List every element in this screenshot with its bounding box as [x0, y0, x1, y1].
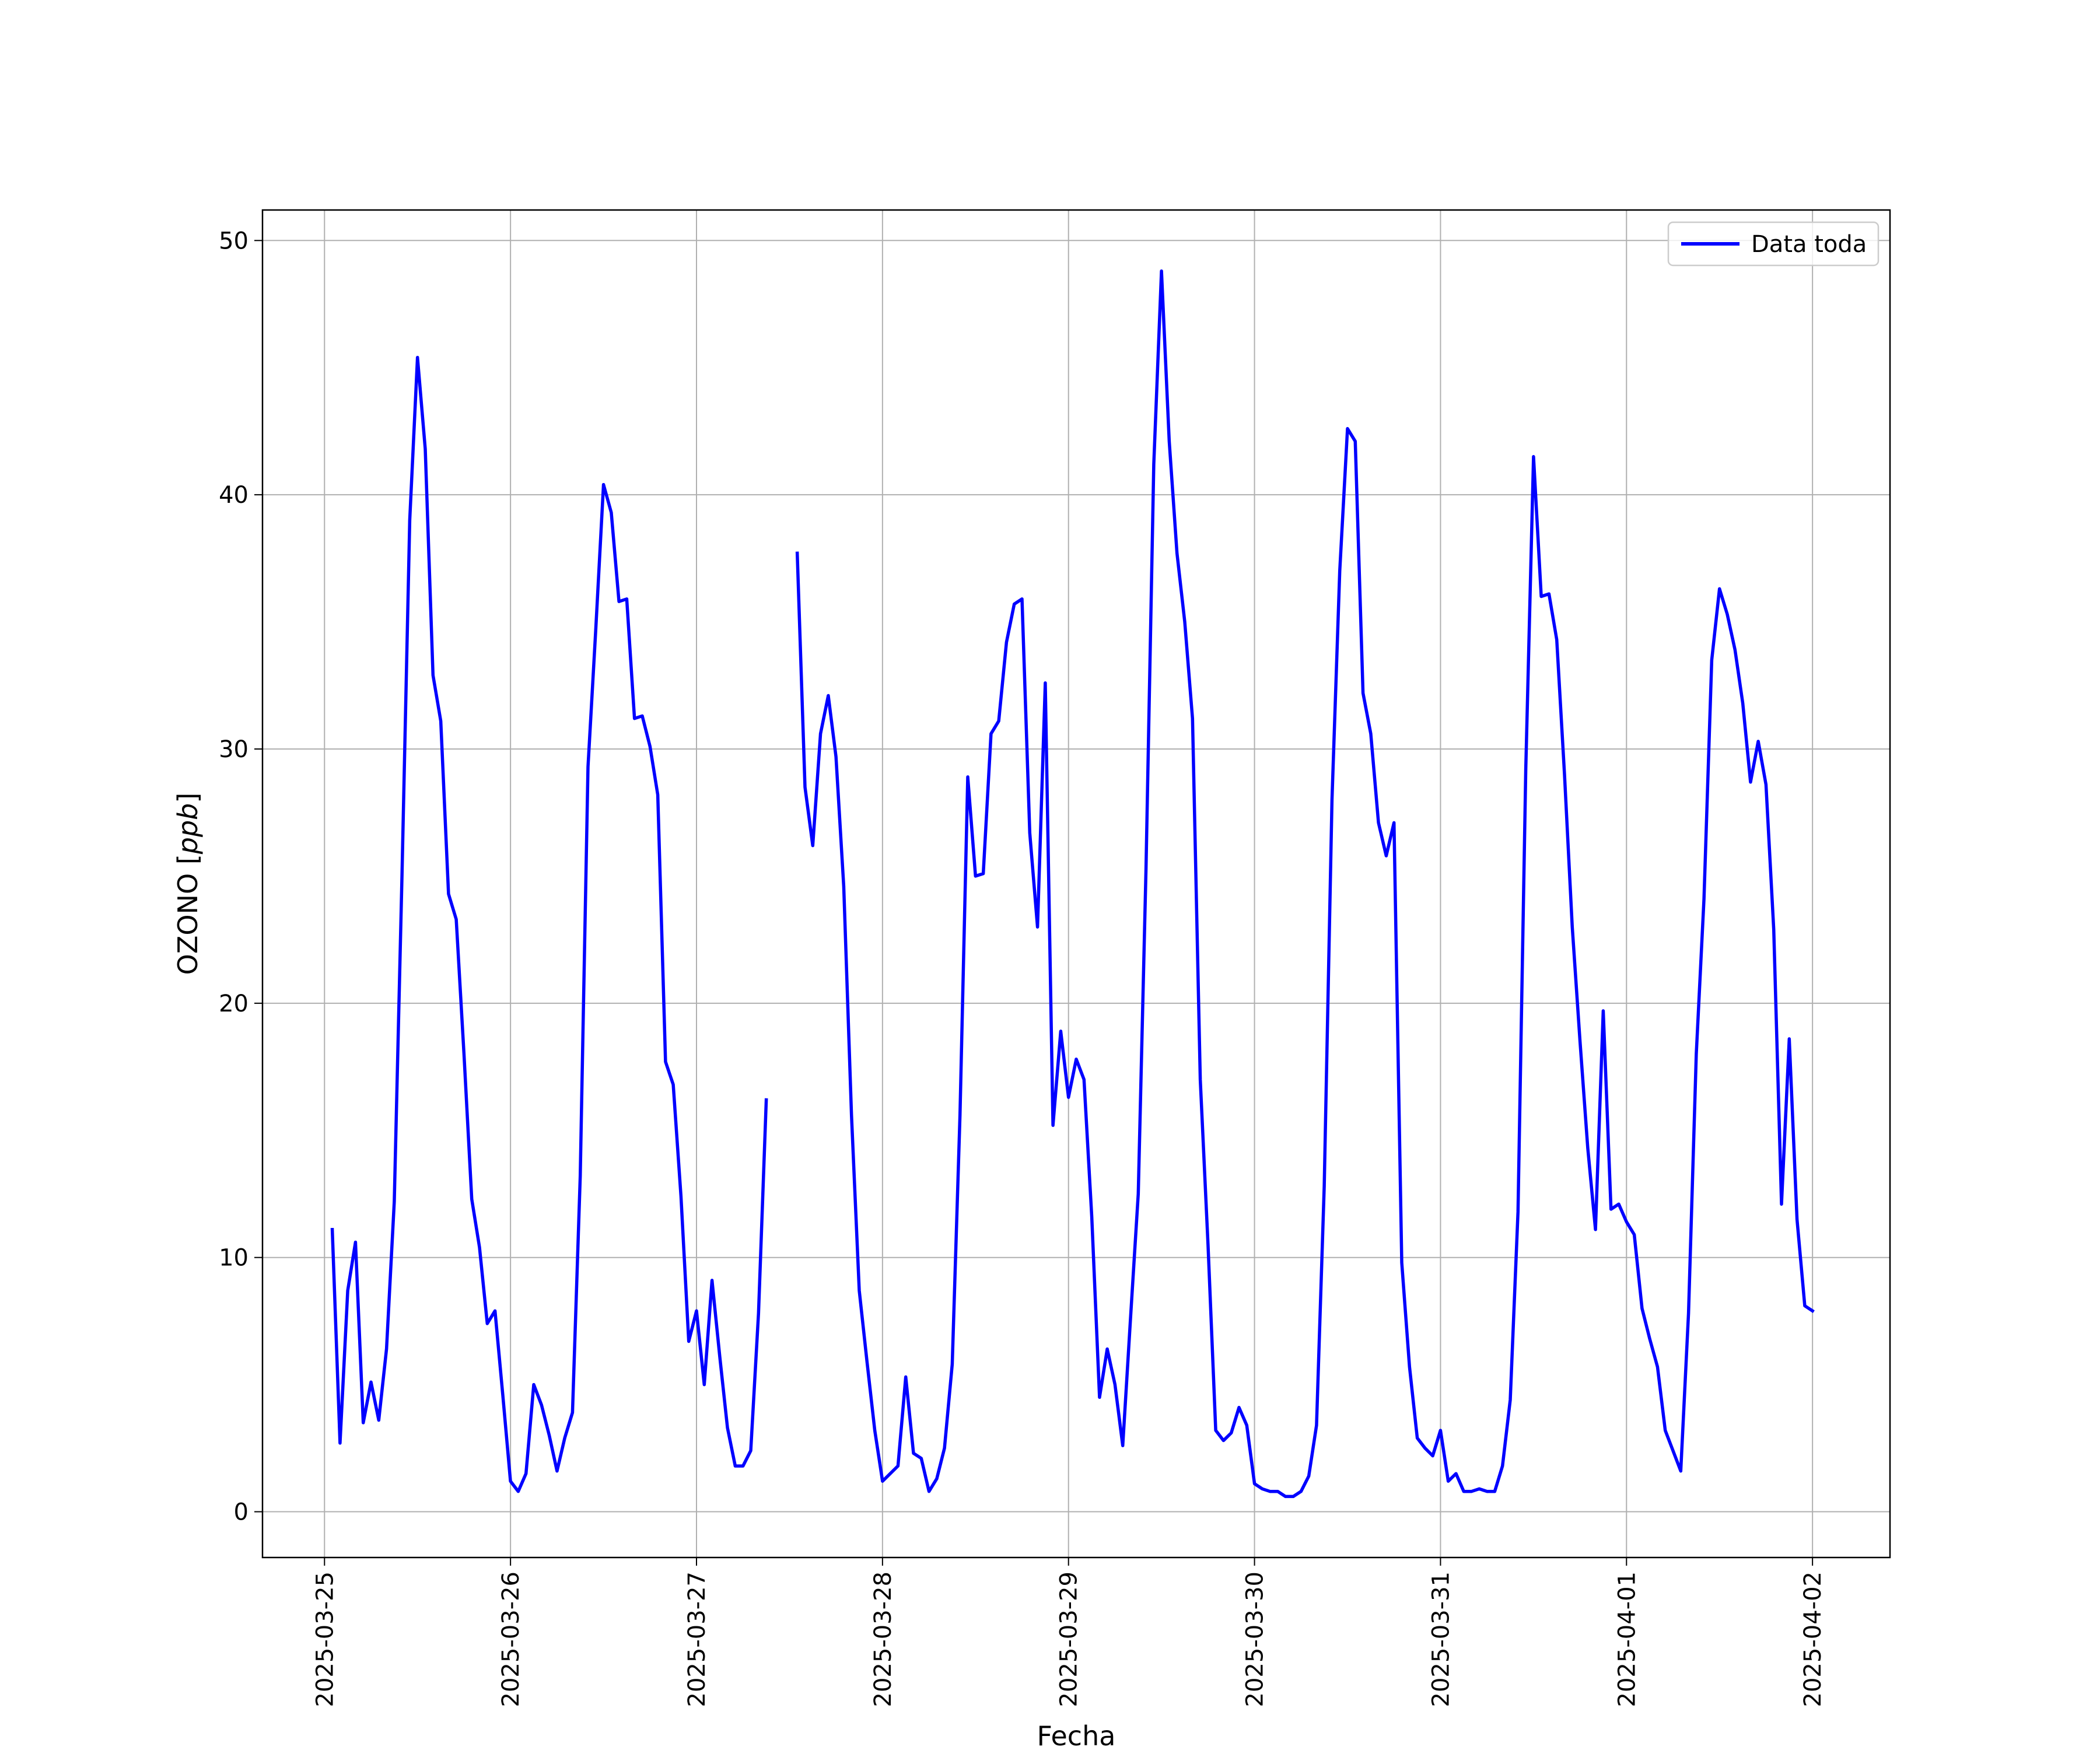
x-tick-label: 2025-04-02 [1800, 1572, 1826, 1707]
y-tick-label: 10 [219, 1245, 249, 1272]
plot-area [262, 210, 1890, 1558]
y-tick-label: 0 [234, 1499, 249, 1526]
x-tick-label: 2025-04-01 [1614, 1572, 1640, 1707]
x-tick-label: 2025-03-26 [498, 1572, 524, 1707]
x-tick-label: 2025-03-30 [1242, 1572, 1269, 1707]
y-tick-label: 30 [219, 736, 249, 763]
y-tick-label: 50 [219, 228, 249, 254]
y-tick-label: 20 [219, 991, 249, 1017]
x-tick-label: 2025-03-31 [1427, 1572, 1454, 1707]
x-tick-label: 2025-03-25 [312, 1572, 338, 1707]
y-tick-label: 40 [219, 482, 249, 509]
y-axis-label: OZONO [ppb] [172, 793, 204, 975]
x-tick-label: 2025-03-29 [1056, 1572, 1083, 1707]
x-axis-label: Fecha [1037, 1720, 1116, 1750]
x-tick-label: 2025-03-28 [870, 1572, 897, 1707]
x-tick-label: 2025-03-27 [684, 1572, 710, 1707]
legend-label: Data toda [1751, 231, 1867, 258]
legend: Data toda [1668, 222, 1878, 265]
